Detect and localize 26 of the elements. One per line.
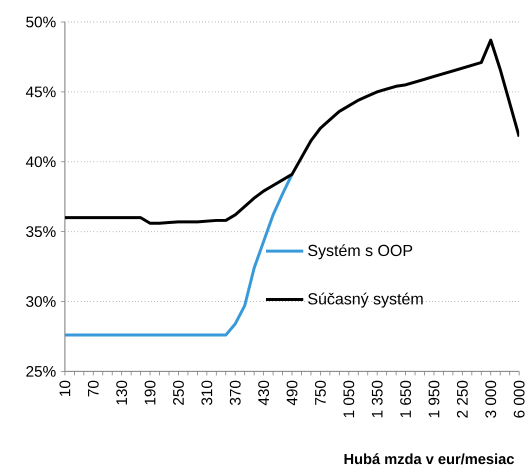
x-tick-label: 1 350 — [372, 380, 383, 418]
x-tick-label: 370 — [230, 380, 241, 406]
x-tick-label: 10 — [59, 380, 70, 396]
x-tick-label: 250 — [173, 380, 184, 405]
legend-label: Súčasný systém — [308, 292, 423, 308]
x-axis-title: Hubá mzda v eur/mesiac — [344, 453, 514, 464]
legend-label: Systém s OOP — [308, 244, 412, 260]
x-tick-label: 430 — [258, 380, 270, 406]
y-tick-label: 45% — [26, 86, 56, 98]
x-tick-label: 70 — [88, 380, 99, 396]
y-tick-label: 50% — [26, 16, 56, 28]
y-tick-label: 25% — [26, 366, 56, 377]
x-tick-label: 1 050 — [343, 380, 354, 418]
x-tick-label: 490 — [286, 380, 298, 406]
x-tick-label: 190 — [144, 380, 156, 405]
x-tick-label: 1 950 — [428, 380, 440, 418]
x-tick-label: 3 000 — [485, 380, 496, 418]
x-tick-label: 750 — [314, 380, 326, 405]
y-tick-label: 40% — [26, 156, 56, 168]
y-tick-label: 30% — [26, 296, 56, 308]
y-tick-label: 35% — [26, 226, 56, 238]
x-tick-label: 6 000 — [514, 380, 525, 418]
x-tick-label: 2 250 — [456, 380, 468, 418]
x-tick-label: 1 650 — [400, 380, 411, 418]
x-tick-label: 310 — [201, 380, 212, 406]
x-tick-label: 130 — [116, 380, 128, 405]
